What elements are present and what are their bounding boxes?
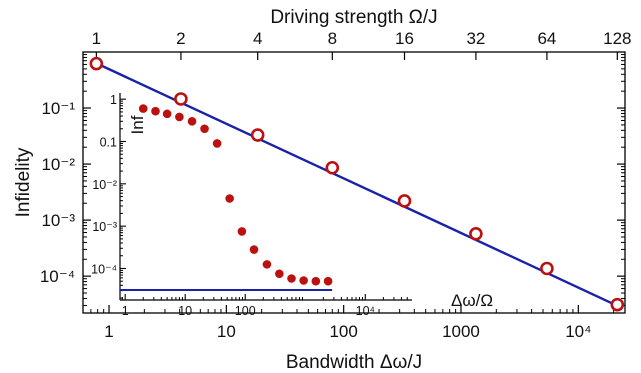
inset-data-point: [138, 104, 148, 113]
x-tick-label: 10⁴: [565, 322, 591, 341]
inset-data-point: [275, 269, 284, 279]
top-axis-tick-label: 1: [92, 29, 101, 48]
inset-data-point: [323, 276, 333, 286]
y-tick-label: 10⁻¹: [41, 99, 75, 118]
inset-y-tick-label: 0.1: [100, 136, 117, 150]
top-axis-tick-label: 4: [253, 29, 262, 48]
main-plot: 1 10 100 1000 10⁴ 10⁻¹ 10⁻² 10⁻³ 10⁻⁴ 1 2 4 8 16 32 64 1…: [13, 7, 632, 373]
main-fit-line: [91, 60, 619, 308]
top-axis-tick-label: 8: [328, 29, 337, 48]
main-data-point: [325, 160, 340, 175]
inset-data-point: [249, 245, 259, 254]
inset-data-point: [187, 117, 197, 126]
inset-y-tick-label: 10⁻³: [92, 220, 117, 234]
main-data-point: [89, 56, 104, 71]
inset-plot: 1 10 100 10⁴ 1 0.1 10⁻² 10⁻³ 10⁻⁴ Δω/Ω Inf: [91, 93, 493, 318]
inset-data-point: [225, 194, 234, 203]
top-axis-tick-label: 2: [176, 29, 185, 48]
inset-x-tick-label: 10⁴: [356, 304, 375, 318]
top-axis-tick-label: 128: [603, 29, 631, 48]
main-data-point: [540, 261, 554, 276]
inset-data-point: [262, 260, 272, 269]
inset-data-point: [212, 139, 222, 148]
x-tick-label: 100: [329, 322, 357, 341]
inset-data-point: [162, 109, 172, 119]
top-axis-tick-label: 16: [395, 29, 414, 48]
x-tick-label: 10: [217, 322, 236, 341]
inset-y-tick-label: 1: [110, 93, 117, 107]
inset-x-axis-label: Δω/Ω: [451, 291, 493, 310]
inset-data-point: [175, 112, 184, 122]
inset-data-point: [287, 274, 296, 283]
y-tick-label: 10⁻³: [41, 211, 75, 230]
inset-data-point: [151, 106, 160, 116]
y-axis-label: Infidelity: [13, 147, 34, 217]
main-data-point: [174, 92, 188, 106]
top-axis-label: Driving strength Ω/J: [270, 7, 437, 28]
main-data-point: [250, 128, 265, 142]
y-tick-label: 10⁻²: [41, 155, 75, 174]
inset-data-point: [311, 276, 321, 286]
x-tick-label: 1: [104, 322, 113, 341]
top-axis-tick-label: 64: [537, 29, 556, 48]
inset-data-point: [299, 276, 308, 285]
x-axis-label: Bandwidth Δω/J: [286, 352, 422, 373]
inset-y-axis-label: Inf: [128, 115, 147, 134]
x-tick-label: 1000: [442, 322, 480, 341]
main-data-point: [397, 194, 412, 208]
inset-y-tick-label: 10⁻⁴: [91, 262, 117, 276]
main-data-point: [469, 226, 483, 241]
main-plot-frame: [82, 51, 626, 314]
main-data-point: [610, 297, 625, 312]
inset-x-tick-label: 100: [235, 304, 256, 318]
y-tick-label: 10⁻⁴: [40, 267, 75, 286]
top-axis-tick-label: 32: [466, 29, 485, 48]
inset-y-tick-label: 10⁻²: [92, 178, 117, 192]
inset-data-point: [200, 124, 209, 134]
inset-x-tick-label: 1: [122, 304, 129, 318]
inset-data-point: [237, 227, 247, 236]
inset-x-tick-label: 10: [178, 304, 192, 318]
